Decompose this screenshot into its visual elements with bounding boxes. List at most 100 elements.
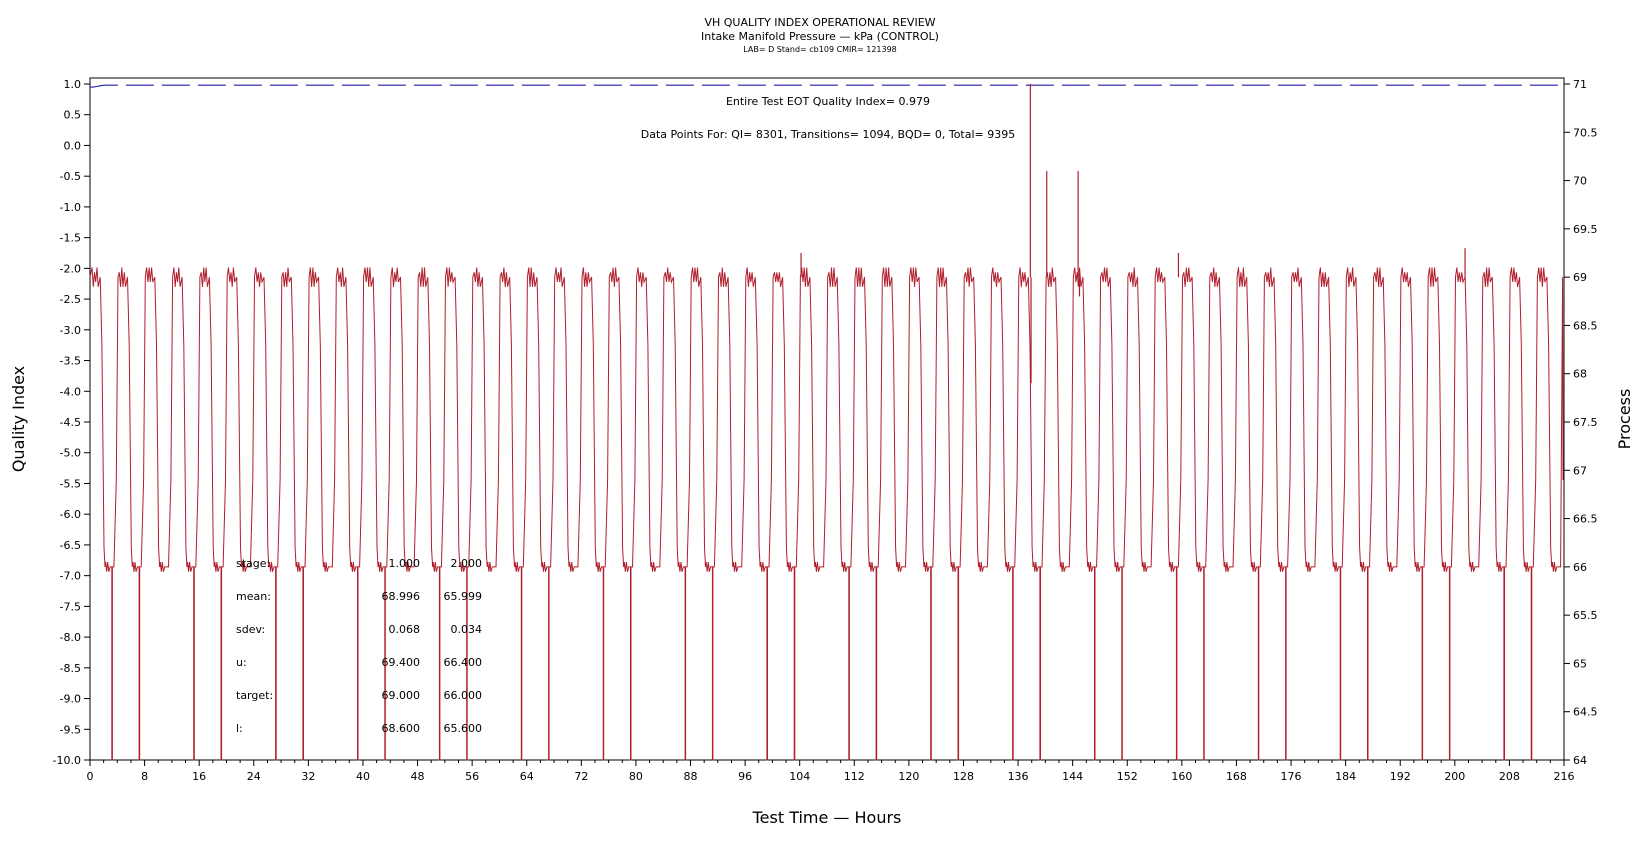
stats-label: l: xyxy=(236,722,243,735)
x-tick-label: 48 xyxy=(411,770,425,783)
x-tick-label: 216 xyxy=(1554,770,1575,783)
x-tick-label: 120 xyxy=(898,770,919,783)
right-tick-label: 70.5 xyxy=(1573,126,1598,139)
right-tick-label: 69 xyxy=(1573,271,1587,284)
left-tick-label: -1.5 xyxy=(60,232,81,245)
stats-stage1-value: 1.000 xyxy=(389,557,421,570)
stats-stage2-value: 66.400 xyxy=(444,656,483,669)
left-tick-label: -8.5 xyxy=(60,662,81,675)
left-tick-label: -6.5 xyxy=(60,539,81,552)
right-tick-label: 64.5 xyxy=(1573,706,1598,719)
x-tick-label: 200 xyxy=(1444,770,1465,783)
x-tick-label: 112 xyxy=(844,770,865,783)
left-tick-label: 0.5 xyxy=(64,109,82,122)
stats-stage1-value: 69.000 xyxy=(382,689,421,702)
left-tick-label: -10.0 xyxy=(53,754,81,767)
left-tick-label: -3.0 xyxy=(60,324,81,337)
x-tick-label: 16 xyxy=(192,770,206,783)
y2-axis-title: Process xyxy=(1615,389,1634,450)
left-tick-label: -7.5 xyxy=(60,600,81,613)
x-tick-label: 80 xyxy=(629,770,643,783)
left-tick-label: -2.5 xyxy=(60,293,81,306)
left-tick-label: -2.0 xyxy=(60,262,81,275)
x-tick-label: 136 xyxy=(1008,770,1029,783)
stats-label: sdev: xyxy=(236,623,265,636)
stats-stage2-value: 0.034 xyxy=(451,623,483,636)
right-tick-label: 68.5 xyxy=(1573,319,1598,332)
stats-table: stage: 1.000 2.000 mean: 68.996 65.999 sdev: 0.… xyxy=(236,557,482,735)
qi-series-line xyxy=(90,84,1564,88)
x-tick-label: 64 xyxy=(520,770,534,783)
x-tick-label: 152 xyxy=(1117,770,1138,783)
stats-stage1-value: 69.400 xyxy=(382,656,421,669)
stats-stage1-value: 68.600 xyxy=(382,722,421,735)
right-tick-label: 67 xyxy=(1573,464,1587,477)
stats-label: u: xyxy=(236,656,247,669)
annotation-data-points: Data Points For: QI= 8301, Transitions= … xyxy=(641,128,1016,141)
x-tick-label: 160 xyxy=(1171,770,1192,783)
x-tick-label: 168 xyxy=(1226,770,1247,783)
process-series-line xyxy=(89,267,1564,761)
y-axis-title: Quality Index xyxy=(9,366,28,472)
left-tick-label: -6.0 xyxy=(60,508,81,521)
right-tick-label: 69.5 xyxy=(1573,223,1598,236)
left-tick-label: 0.0 xyxy=(64,139,82,152)
x-tick-label: 176 xyxy=(1281,770,1302,783)
x-axis-ticks: 0 8 16 24 32 40 48 56 64 72 80 88 96 104 112 120 128 136 1… xyxy=(87,760,1575,783)
x-tick-label: 88 xyxy=(684,770,698,783)
x-tick-label: 40 xyxy=(356,770,370,783)
left-tick-label: 1.0 xyxy=(64,78,82,91)
annotation-qi: Entire Test EOT Quality Index= 0.979 xyxy=(726,95,930,108)
chart-title: VH QUALITY INDEX OPERATIONAL REVIEW xyxy=(704,16,935,29)
x-tick-label: 128 xyxy=(953,770,974,783)
left-tick-label: -0.5 xyxy=(60,170,81,183)
chart-subtitle-lab: LAB= D Stand= cb109 CMIR= 121398 xyxy=(743,45,897,54)
left-tick-label: -7.0 xyxy=(60,570,81,583)
left-tick-label: -5.0 xyxy=(60,447,81,460)
right-tick-label: 68 xyxy=(1573,368,1587,381)
x-tick-label: 8 xyxy=(141,770,148,783)
x-tick-label: 144 xyxy=(1062,770,1083,783)
left-tick-label: -9.5 xyxy=(60,723,81,736)
stats-stage2-value: 66.000 xyxy=(444,689,483,702)
right-tick-label: 66 xyxy=(1573,561,1587,574)
left-tick-label: -4.5 xyxy=(60,416,81,429)
left-tick-label: -1.0 xyxy=(60,201,81,214)
x-tick-label: 0 xyxy=(87,770,94,783)
x-tick-label: 32 xyxy=(301,770,315,783)
right-tick-label: 65 xyxy=(1573,657,1587,670)
x-tick-label: 24 xyxy=(247,770,261,783)
left-axis-ticks: 1.0 0.5 0.0 -0.5 -1.0 -1.5 -2.0 -2.5 -3.0 -3.5 -4.… xyxy=(53,78,90,767)
chart-subtitle: Intake Manifold Pressure — kPa (CONTROL) xyxy=(701,30,939,43)
stats-stage2-value: 65.999 xyxy=(444,590,483,603)
series-layer xyxy=(89,84,1564,761)
right-tick-label: 67.5 xyxy=(1573,416,1598,429)
x-tick-label: 192 xyxy=(1390,770,1411,783)
right-tick-label: 65.5 xyxy=(1573,609,1598,622)
stats-label: stage: xyxy=(236,557,270,570)
x-axis-title: Test Time — Hours xyxy=(752,808,902,827)
right-tick-label: 70 xyxy=(1573,175,1587,188)
x-tick-label: 184 xyxy=(1335,770,1356,783)
left-tick-label: -9.0 xyxy=(60,693,81,706)
right-tick-label: 71 xyxy=(1573,78,1587,91)
left-tick-label: -8.0 xyxy=(60,631,81,644)
x-tick-label: 56 xyxy=(465,770,479,783)
left-tick-label: -3.5 xyxy=(60,355,81,368)
x-tick-label: 96 xyxy=(738,770,752,783)
stats-stage2-value: 65.600 xyxy=(444,722,483,735)
right-axis-ticks: 71 70.5 70 69.5 69 68.5 68 67.5 67 66.5 66 65.5 65 64… xyxy=(1564,78,1598,767)
stats-label: target: xyxy=(236,689,273,702)
left-tick-label: -4.0 xyxy=(60,385,81,398)
x-tick-label: 208 xyxy=(1499,770,1520,783)
right-tick-label: 64 xyxy=(1573,754,1587,767)
x-tick-label: 104 xyxy=(789,770,810,783)
stats-stage1-value: 0.068 xyxy=(389,623,421,636)
stats-stage1-value: 68.996 xyxy=(382,590,421,603)
right-tick-label: 66.5 xyxy=(1573,513,1598,526)
left-tick-label: -5.5 xyxy=(60,477,81,490)
stats-stage2-value: 2.000 xyxy=(451,557,483,570)
stats-label: mean: xyxy=(236,590,271,603)
x-tick-label: 72 xyxy=(574,770,588,783)
